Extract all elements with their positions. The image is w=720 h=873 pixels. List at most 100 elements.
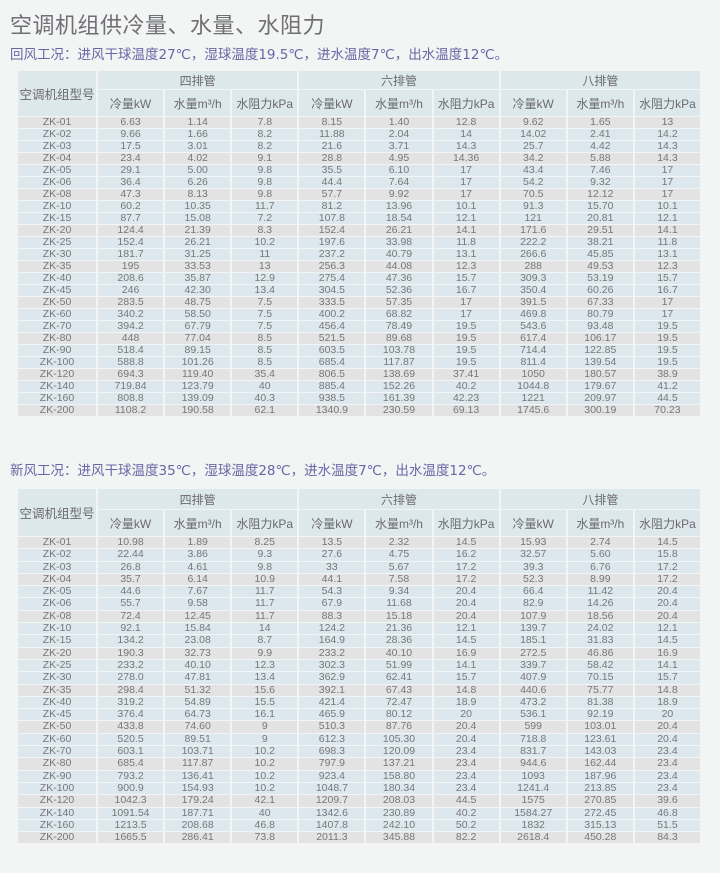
value-cell: 22.44: [98, 548, 164, 561]
value-cell: 208.03: [366, 794, 432, 807]
value-cell: 10.2: [232, 237, 298, 248]
value-cell: 187.96: [567, 770, 633, 782]
value-cell: 17: [433, 309, 499, 320]
value-cell: 793.2: [98, 770, 164, 782]
value-cell: 21.36: [366, 622, 432, 635]
value-cell: 107.9: [500, 610, 566, 623]
value-cell: 35.87: [165, 273, 231, 284]
value-cell: 23.4: [634, 770, 700, 782]
model-cell: ZK-80: [18, 333, 96, 344]
value-cell: 246: [98, 285, 164, 296]
value-cell: 340.2: [98, 309, 164, 320]
column-header: 冷量kW: [98, 90, 164, 116]
table-row: ZK-01 6.63 1.14 7.8 8.15 1.40 12.8 9.62 1.65 13: [18, 117, 700, 128]
value-cell: 11.88: [299, 129, 365, 140]
value-cell: 70.15: [567, 671, 633, 684]
value-cell: 134.2: [98, 635, 164, 647]
value-cell: 51.5: [634, 819, 700, 832]
value-cell: 11.68: [366, 598, 432, 610]
value-cell: 1745.6: [500, 405, 566, 416]
value-cell: 107.8: [299, 213, 365, 224]
value-cell: 91.3: [500, 201, 566, 212]
table-row: ZK-10 60.2 10.35 11.7 81.2 13.96 10.1 91.3 15.70…: [18, 201, 700, 212]
value-cell: 122.85: [567, 345, 633, 356]
value-cell: 20.4: [634, 610, 700, 623]
value-cell: 10.2: [232, 758, 298, 770]
value-cell: 152.4: [299, 225, 365, 236]
value-cell: 15.7: [433, 273, 499, 284]
table-row: ZK-05 29.1 5.00 9.8 35.5 6.10 17 43.4 7.46 17: [18, 165, 700, 176]
value-cell: 124.4: [98, 225, 164, 236]
model-cell: ZK-70: [18, 745, 96, 758]
value-cell: 1340.9: [299, 405, 365, 416]
value-cell: 15.70: [567, 201, 633, 212]
value-cell: 944.6: [500, 758, 566, 770]
value-cell: 543.6: [500, 321, 566, 332]
value-cell: 139.09: [165, 393, 231, 404]
value-cell: 8.2: [232, 129, 298, 140]
value-cell: 123.79: [165, 381, 231, 392]
value-cell: 35.4: [232, 369, 298, 380]
group-header-row: 空调机组型号 四排管 六排管 八排管: [18, 489, 700, 536]
value-cell: 181.7: [98, 249, 164, 260]
value-cell: 885.4: [299, 381, 365, 392]
value-cell: 302.3: [299, 659, 365, 672]
value-cell: 179.24: [165, 794, 231, 807]
table-row: ZK-35 298.4 51.32 15.6 392.1 67.43 14.8 440.6 75…: [18, 684, 700, 696]
model-cell: ZK-30: [18, 249, 96, 260]
value-cell: 433.8: [98, 721, 164, 733]
value-cell: 7.5: [232, 297, 298, 308]
value-cell: 8.5: [232, 357, 298, 368]
table-row: ZK-100 588.8 101.26 8.5 685.4 117.87 19.5 811.4…: [18, 357, 700, 368]
value-cell: 5.60: [567, 548, 633, 561]
model-cell: ZK-40: [18, 273, 96, 284]
value-cell: 339.7: [500, 659, 566, 672]
value-cell: 15.18: [366, 610, 432, 623]
value-cell: 17: [433, 177, 499, 188]
column-header: 冷量kW: [299, 90, 365, 116]
value-cell: 58.50: [165, 309, 231, 320]
table-2-conditions: 新风工况：进风干球温度35℃，湿球温度28℃，进水温度7℃，出水温度12℃。: [10, 463, 496, 479]
value-cell: 18.9: [433, 696, 499, 709]
value-cell: 26.21: [366, 225, 432, 236]
model-cell: ZK-20: [18, 647, 96, 659]
table-row: ZK-03 17.5 3.01 8.2 21.6 3.71 14.3 25.7 4.42 14.3: [18, 141, 700, 152]
model-cell: ZK-05: [18, 585, 96, 598]
value-cell: 1241.4: [500, 782, 566, 795]
model-cell: ZK-15: [18, 213, 96, 224]
value-cell: 43.4: [500, 165, 566, 176]
value-cell: 7.8: [232, 117, 298, 128]
column-header: 冷量kW: [500, 510, 566, 536]
value-cell: 237.2: [299, 249, 365, 260]
group-header-row: 空调机组型号 四排管 六排管 八排管: [18, 71, 700, 116]
value-cell: 9.8: [232, 189, 298, 200]
value-cell: 74.60: [165, 721, 231, 733]
value-cell: 14.3: [433, 141, 499, 152]
value-cell: 20: [433, 708, 499, 721]
value-cell: 29.51: [567, 225, 633, 236]
value-cell: 8.13: [165, 189, 231, 200]
value-cell: 88.3: [299, 610, 365, 623]
value-cell: 93.48: [567, 321, 633, 332]
value-cell: 11: [232, 249, 298, 260]
value-cell: 300.19: [567, 405, 633, 416]
value-cell: 10.98: [98, 536, 164, 549]
value-cell: 456.4: [299, 321, 365, 332]
value-cell: 44.08: [366, 261, 432, 272]
value-cell: 1407.8: [299, 819, 365, 832]
value-cell: 77.04: [165, 333, 231, 344]
value-cell: 89.15: [165, 345, 231, 356]
value-cell: 1044.8: [500, 381, 566, 392]
value-cell: 70.23: [634, 405, 700, 416]
model-cell: ZK-200: [18, 405, 96, 416]
value-cell: 38.21: [567, 237, 633, 248]
model-cell: ZK-90: [18, 345, 96, 356]
value-cell: 10.35: [165, 201, 231, 212]
value-cell: 180.57: [567, 369, 633, 380]
value-cell: 19.5: [433, 357, 499, 368]
value-cell: 67.9: [299, 598, 365, 610]
value-cell: 599: [500, 721, 566, 733]
value-cell: 89.68: [366, 333, 432, 344]
value-cell: 39.3: [500, 561, 566, 573]
value-cell: 11.7: [232, 610, 298, 623]
